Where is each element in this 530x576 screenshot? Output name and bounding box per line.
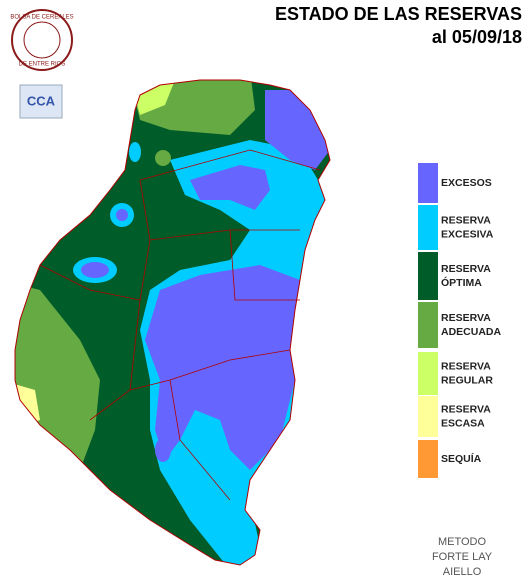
- method-line: AIELLO: [443, 566, 482, 576]
- legend-swatch: [418, 163, 438, 203]
- logo-top: BOLSA DE CEREALES: [10, 15, 73, 21]
- legend-swatch: [418, 396, 438, 437]
- legend-swatch: [418, 440, 438, 478]
- province-outline: [14, 79, 331, 566]
- method-line: FORTE LAY: [432, 551, 493, 563]
- date: al 05/09/18: [432, 27, 522, 47]
- logo-bottom: DE ENTRE RIOS: [19, 62, 66, 68]
- logo: [11, 9, 73, 71]
- legend-label: RESERVA: [441, 403, 491, 415]
- legend-label: RESERVA: [441, 360, 491, 372]
- badge: [19, 84, 63, 119]
- legend-label: RESERVA: [441, 214, 491, 226]
- legend-swatch: [418, 205, 438, 250]
- legend-swatch: [418, 302, 438, 348]
- legend: EXCESOSRESERVAEXCESIVARESERVAÓPTIMARESER…: [418, 163, 502, 478]
- legend-label: ADECUADA: [441, 326, 502, 338]
- title: ESTADO DE LAS RESERVAS: [275, 4, 522, 24]
- legend-label: ÓPTIMA: [441, 276, 482, 289]
- legend-label: SEQUÍA: [441, 452, 482, 465]
- legend-label: RESERVA: [441, 312, 491, 324]
- legend-label: ESCASA: [441, 417, 485, 429]
- legend-label: EXCESOS: [441, 177, 492, 189]
- legend-label: REGULAR: [441, 374, 493, 386]
- method-line: METODO: [438, 536, 487, 548]
- legend-swatch: [418, 352, 438, 395]
- map: [15, 80, 330, 565]
- legend-label: EXCESIVA: [441, 228, 494, 240]
- logo-inner: [23, 21, 61, 59]
- method: METODO FORTE LAY AIELLO: [432, 536, 493, 576]
- legend-label: RESERVA: [441, 263, 491, 275]
- legend-swatch: [418, 252, 438, 300]
- department-borders: [39, 149, 321, 501]
- badge-text: CCA: [27, 93, 56, 108]
